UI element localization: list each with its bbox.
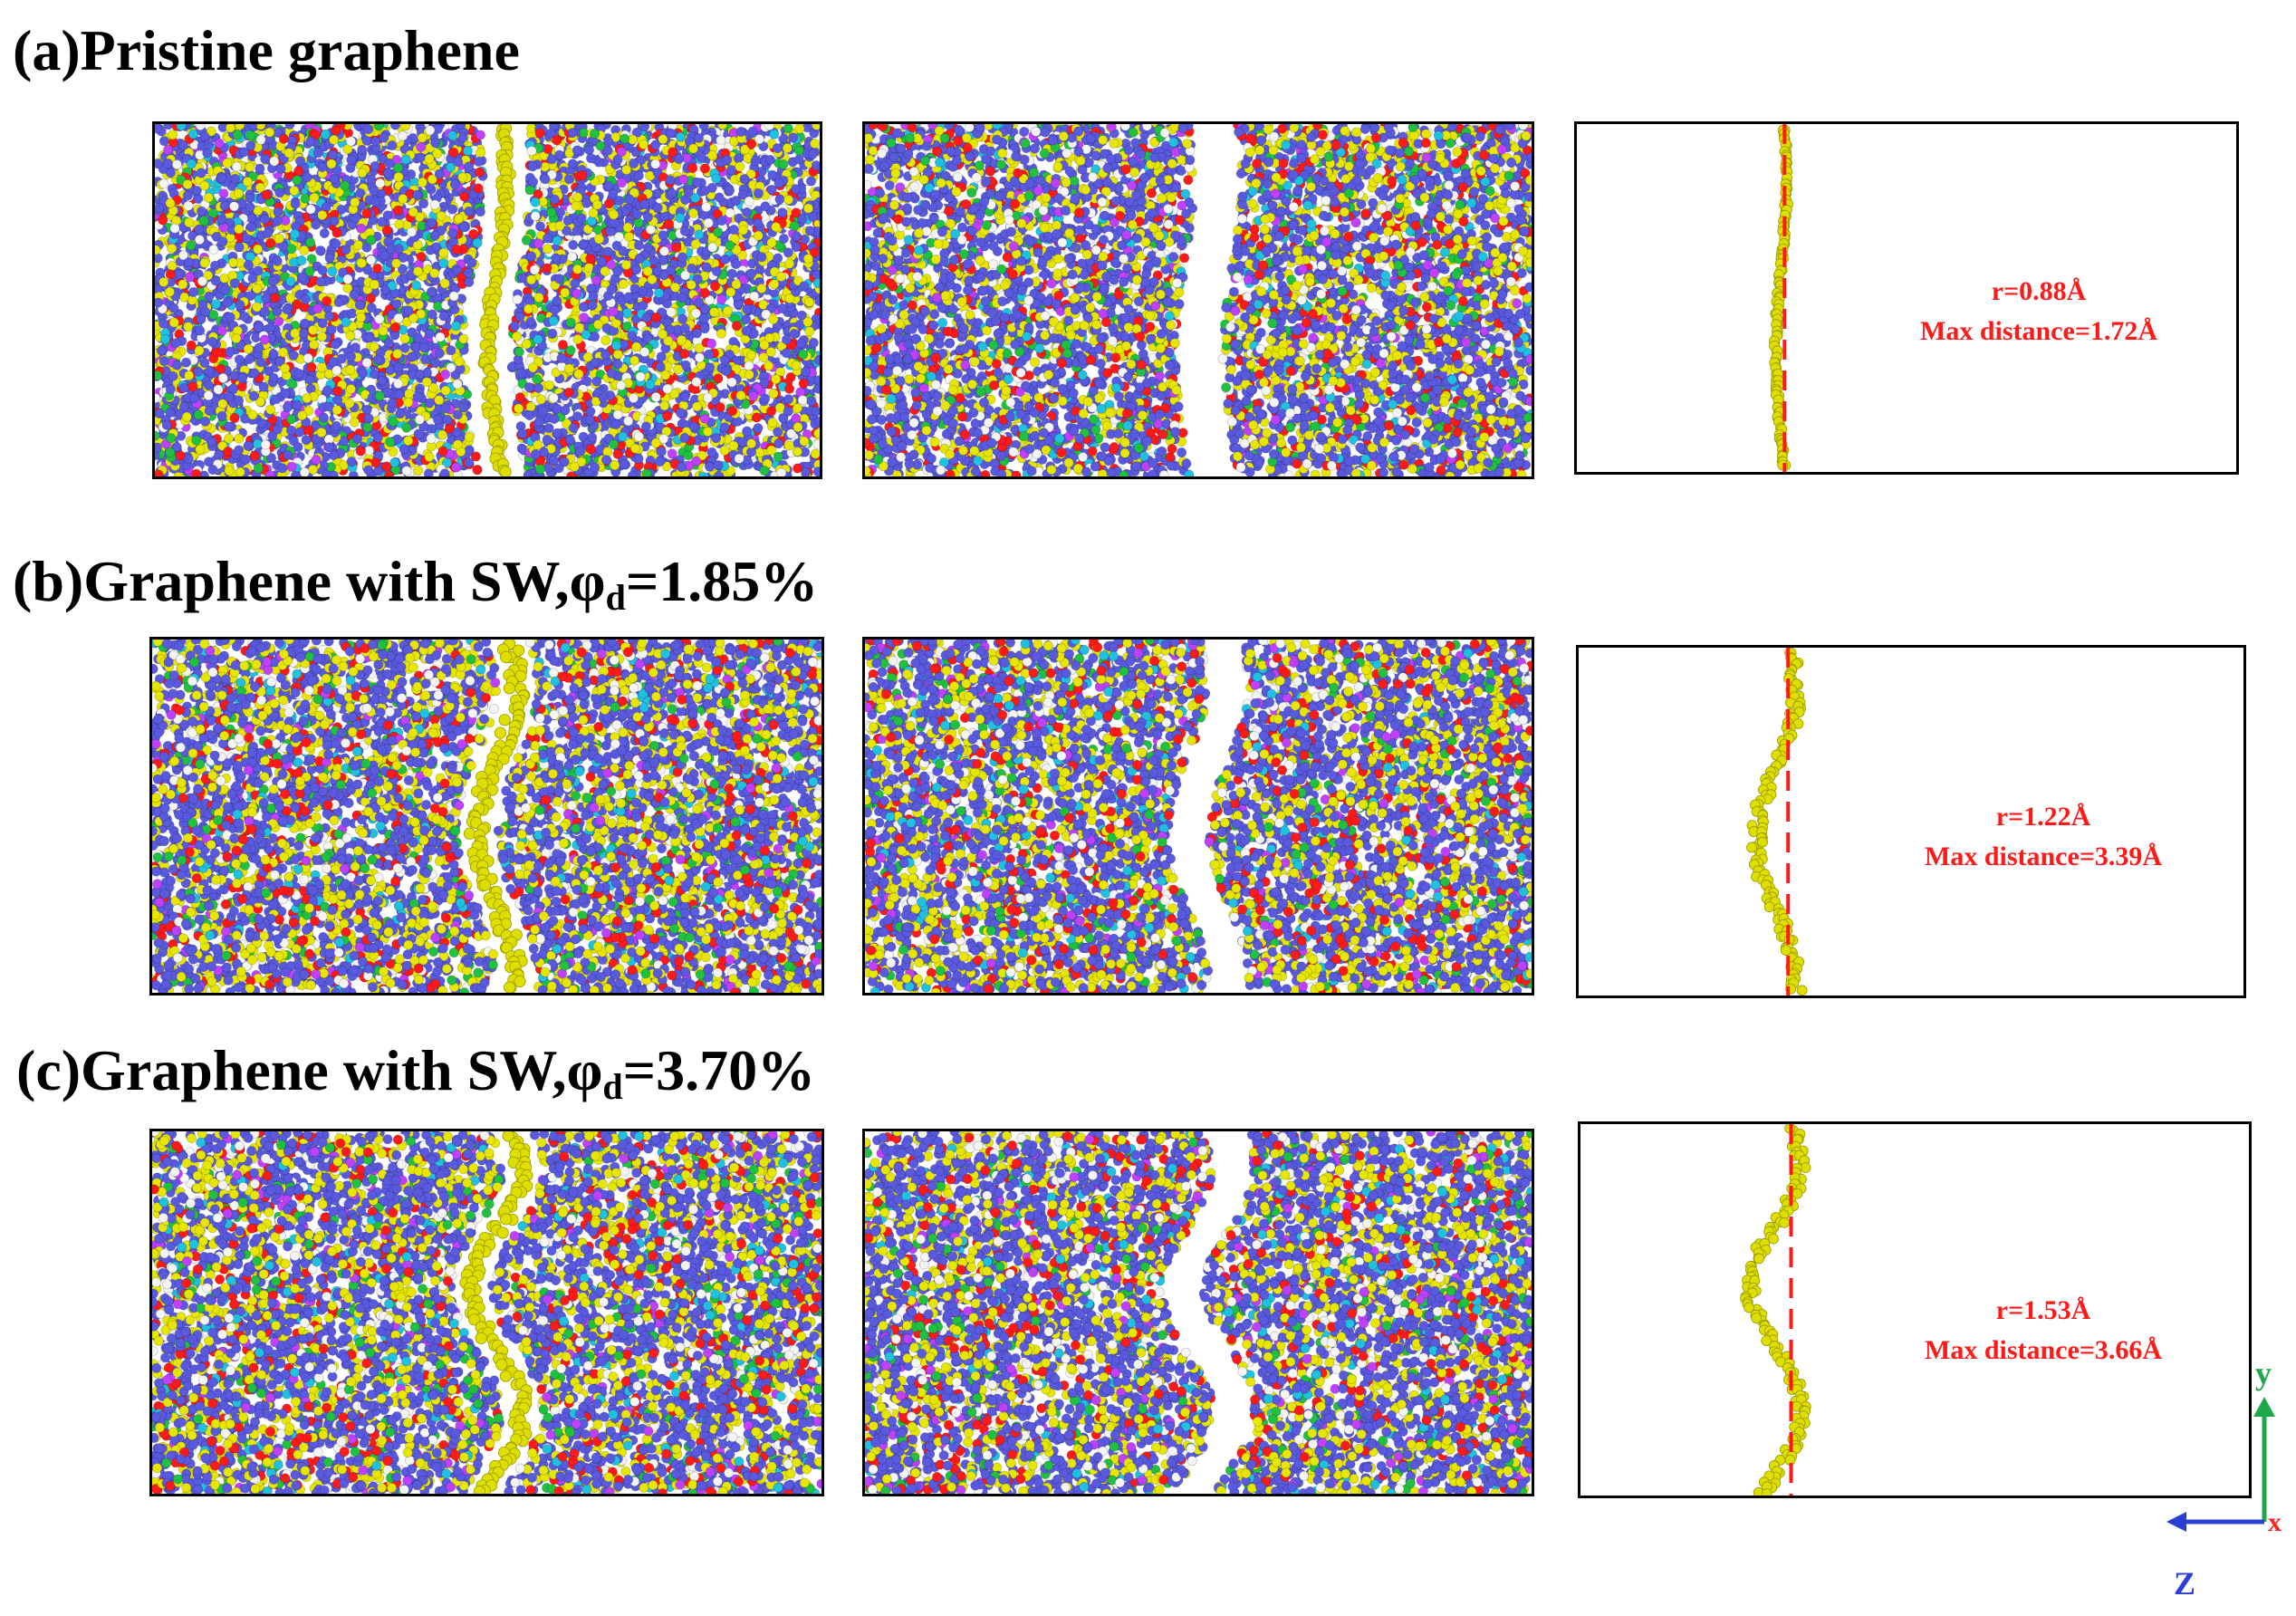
polymer-atoms xyxy=(152,1131,821,1494)
row-title-a-text: (a)Pristine graphene xyxy=(13,18,520,82)
max-distance-label-b: Max distance=3.39Å xyxy=(1925,837,2162,877)
md-panel-b-with-graphene-canvas xyxy=(152,640,821,993)
graphene-sheet xyxy=(463,640,531,993)
profile-annotation-b: r=1.22Å Max distance=3.39Å xyxy=(1925,797,2162,877)
graphene-profile xyxy=(1746,648,1808,996)
graphene-profile xyxy=(1740,1124,1811,1496)
md-panel-b-without-graphene-canvas xyxy=(865,640,1532,993)
rms-label-c: r=1.53Å xyxy=(1925,1291,2162,1331)
profile-annotation-c: r=1.53Å Max distance=3.66Å xyxy=(1925,1291,2162,1371)
max-distance-label-a: Max distance=1.72Å xyxy=(1920,312,2157,351)
md-panel-a-without-graphene-canvas xyxy=(865,124,1532,476)
md-panel-c-without-graphene-canvas xyxy=(865,1131,1532,1494)
profile-panel-b xyxy=(1576,645,2246,998)
x-axis-label: x xyxy=(2268,1509,2282,1536)
md-panel-a-with-graphene xyxy=(152,121,822,479)
rms-label-b: r=1.22Å xyxy=(1925,797,2162,837)
z-axis-arrowhead xyxy=(2166,1512,2186,1532)
rms-label-a: r=0.88Å xyxy=(1920,272,2157,312)
profile-panel-c xyxy=(1578,1121,2252,1498)
profile-panel-b-canvas xyxy=(1746,648,1808,996)
profile-panel-a xyxy=(1574,121,2239,475)
profile-panel-a-canvas xyxy=(1769,124,1793,472)
max-distance-label-c: Max distance=3.66Å xyxy=(1925,1331,2162,1371)
coordinate-axes: y x Z xyxy=(2165,1357,2291,1603)
row-title-a: (a)Pristine graphene xyxy=(13,22,520,80)
row-title-c-main: (c)Graphene with SW,φ xyxy=(16,1038,602,1102)
row-title-b-tail: =1.85% xyxy=(626,549,818,613)
row-title-b-sub: d xyxy=(606,577,626,618)
profile-panel-c-canvas xyxy=(1740,1124,1811,1496)
row-title-b: (b)Graphene with SW,φd=1.85% xyxy=(13,553,818,616)
graphene-sheet xyxy=(477,124,516,476)
row-title-c-sub: d xyxy=(602,1066,622,1107)
md-panel-c-without-graphene xyxy=(862,1129,1534,1496)
z-axis-label: Z xyxy=(2174,1567,2195,1600)
graphene-sheet xyxy=(459,1131,533,1494)
profile-annotation-a: r=0.88Å Max distance=1.72Å xyxy=(1920,272,2157,351)
row-title-c: (c)Graphene with SW,φd=3.70% xyxy=(16,1042,815,1105)
row-title-b-main: (b)Graphene with SW,φ xyxy=(13,549,606,613)
polymer-atoms xyxy=(865,640,1532,993)
polymer-atoms xyxy=(865,1131,1532,1494)
y-axis-arrowhead xyxy=(2253,1397,2275,1417)
md-panel-a-with-graphene-canvas xyxy=(155,124,820,476)
md-panel-b-with-graphene xyxy=(149,637,824,996)
md-panel-c-with-graphene xyxy=(149,1129,824,1496)
md-panel-b-without-graphene xyxy=(862,637,1534,996)
polymer-atoms xyxy=(152,640,821,993)
coordinate-axes-arrows xyxy=(2166,1397,2275,1532)
polymer-atoms xyxy=(155,124,820,476)
y-axis-label: y xyxy=(2255,1357,2272,1390)
md-panel-a-without-graphene xyxy=(862,121,1534,479)
row-title-c-tail: =3.70% xyxy=(623,1038,815,1102)
md-panel-c-with-graphene-canvas xyxy=(152,1131,821,1494)
polymer-atoms xyxy=(865,124,1532,476)
graphene-profile xyxy=(1769,124,1793,471)
